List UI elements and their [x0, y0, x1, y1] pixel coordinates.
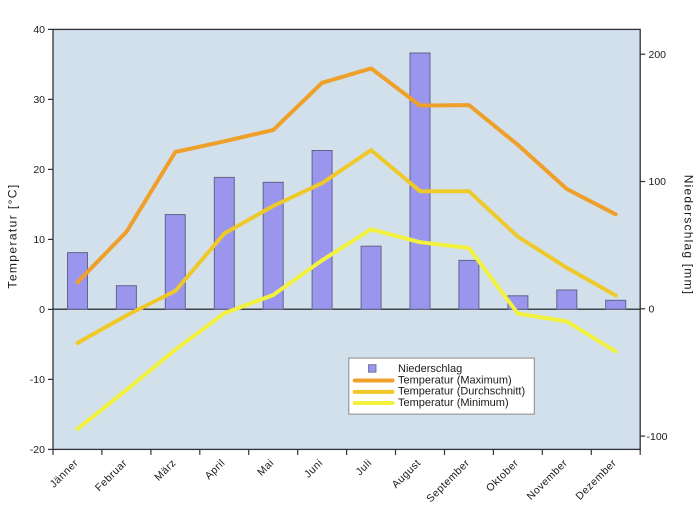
svg-text:100: 100 [649, 176, 667, 188]
svg-text:0: 0 [39, 304, 45, 316]
svg-text:Temperatur (Minimum): Temperatur (Minimum) [398, 397, 509, 409]
svg-text:-20: -20 [30, 444, 45, 456]
svg-text:Niederschlag [mm]: Niederschlag [mm] [682, 175, 696, 295]
svg-text:40: 40 [33, 24, 45, 36]
svg-text:Temperatur (Maximum): Temperatur (Maximum) [398, 374, 512, 386]
svg-text:Niederschlag: Niederschlag [398, 363, 462, 375]
svg-text:200: 200 [649, 49, 667, 61]
svg-text:Temperatur (Durchschnitt): Temperatur (Durchschnitt) [398, 386, 525, 398]
svg-text:Temperatur [°C]: Temperatur [°C] [6, 183, 20, 288]
svg-text:-10: -10 [30, 374, 45, 386]
svg-text:20: 20 [33, 164, 45, 176]
svg-text:30: 30 [33, 94, 45, 106]
svg-text:0: 0 [649, 304, 655, 316]
svg-text:10: 10 [33, 234, 45, 246]
svg-text:-100: -100 [647, 431, 668, 443]
